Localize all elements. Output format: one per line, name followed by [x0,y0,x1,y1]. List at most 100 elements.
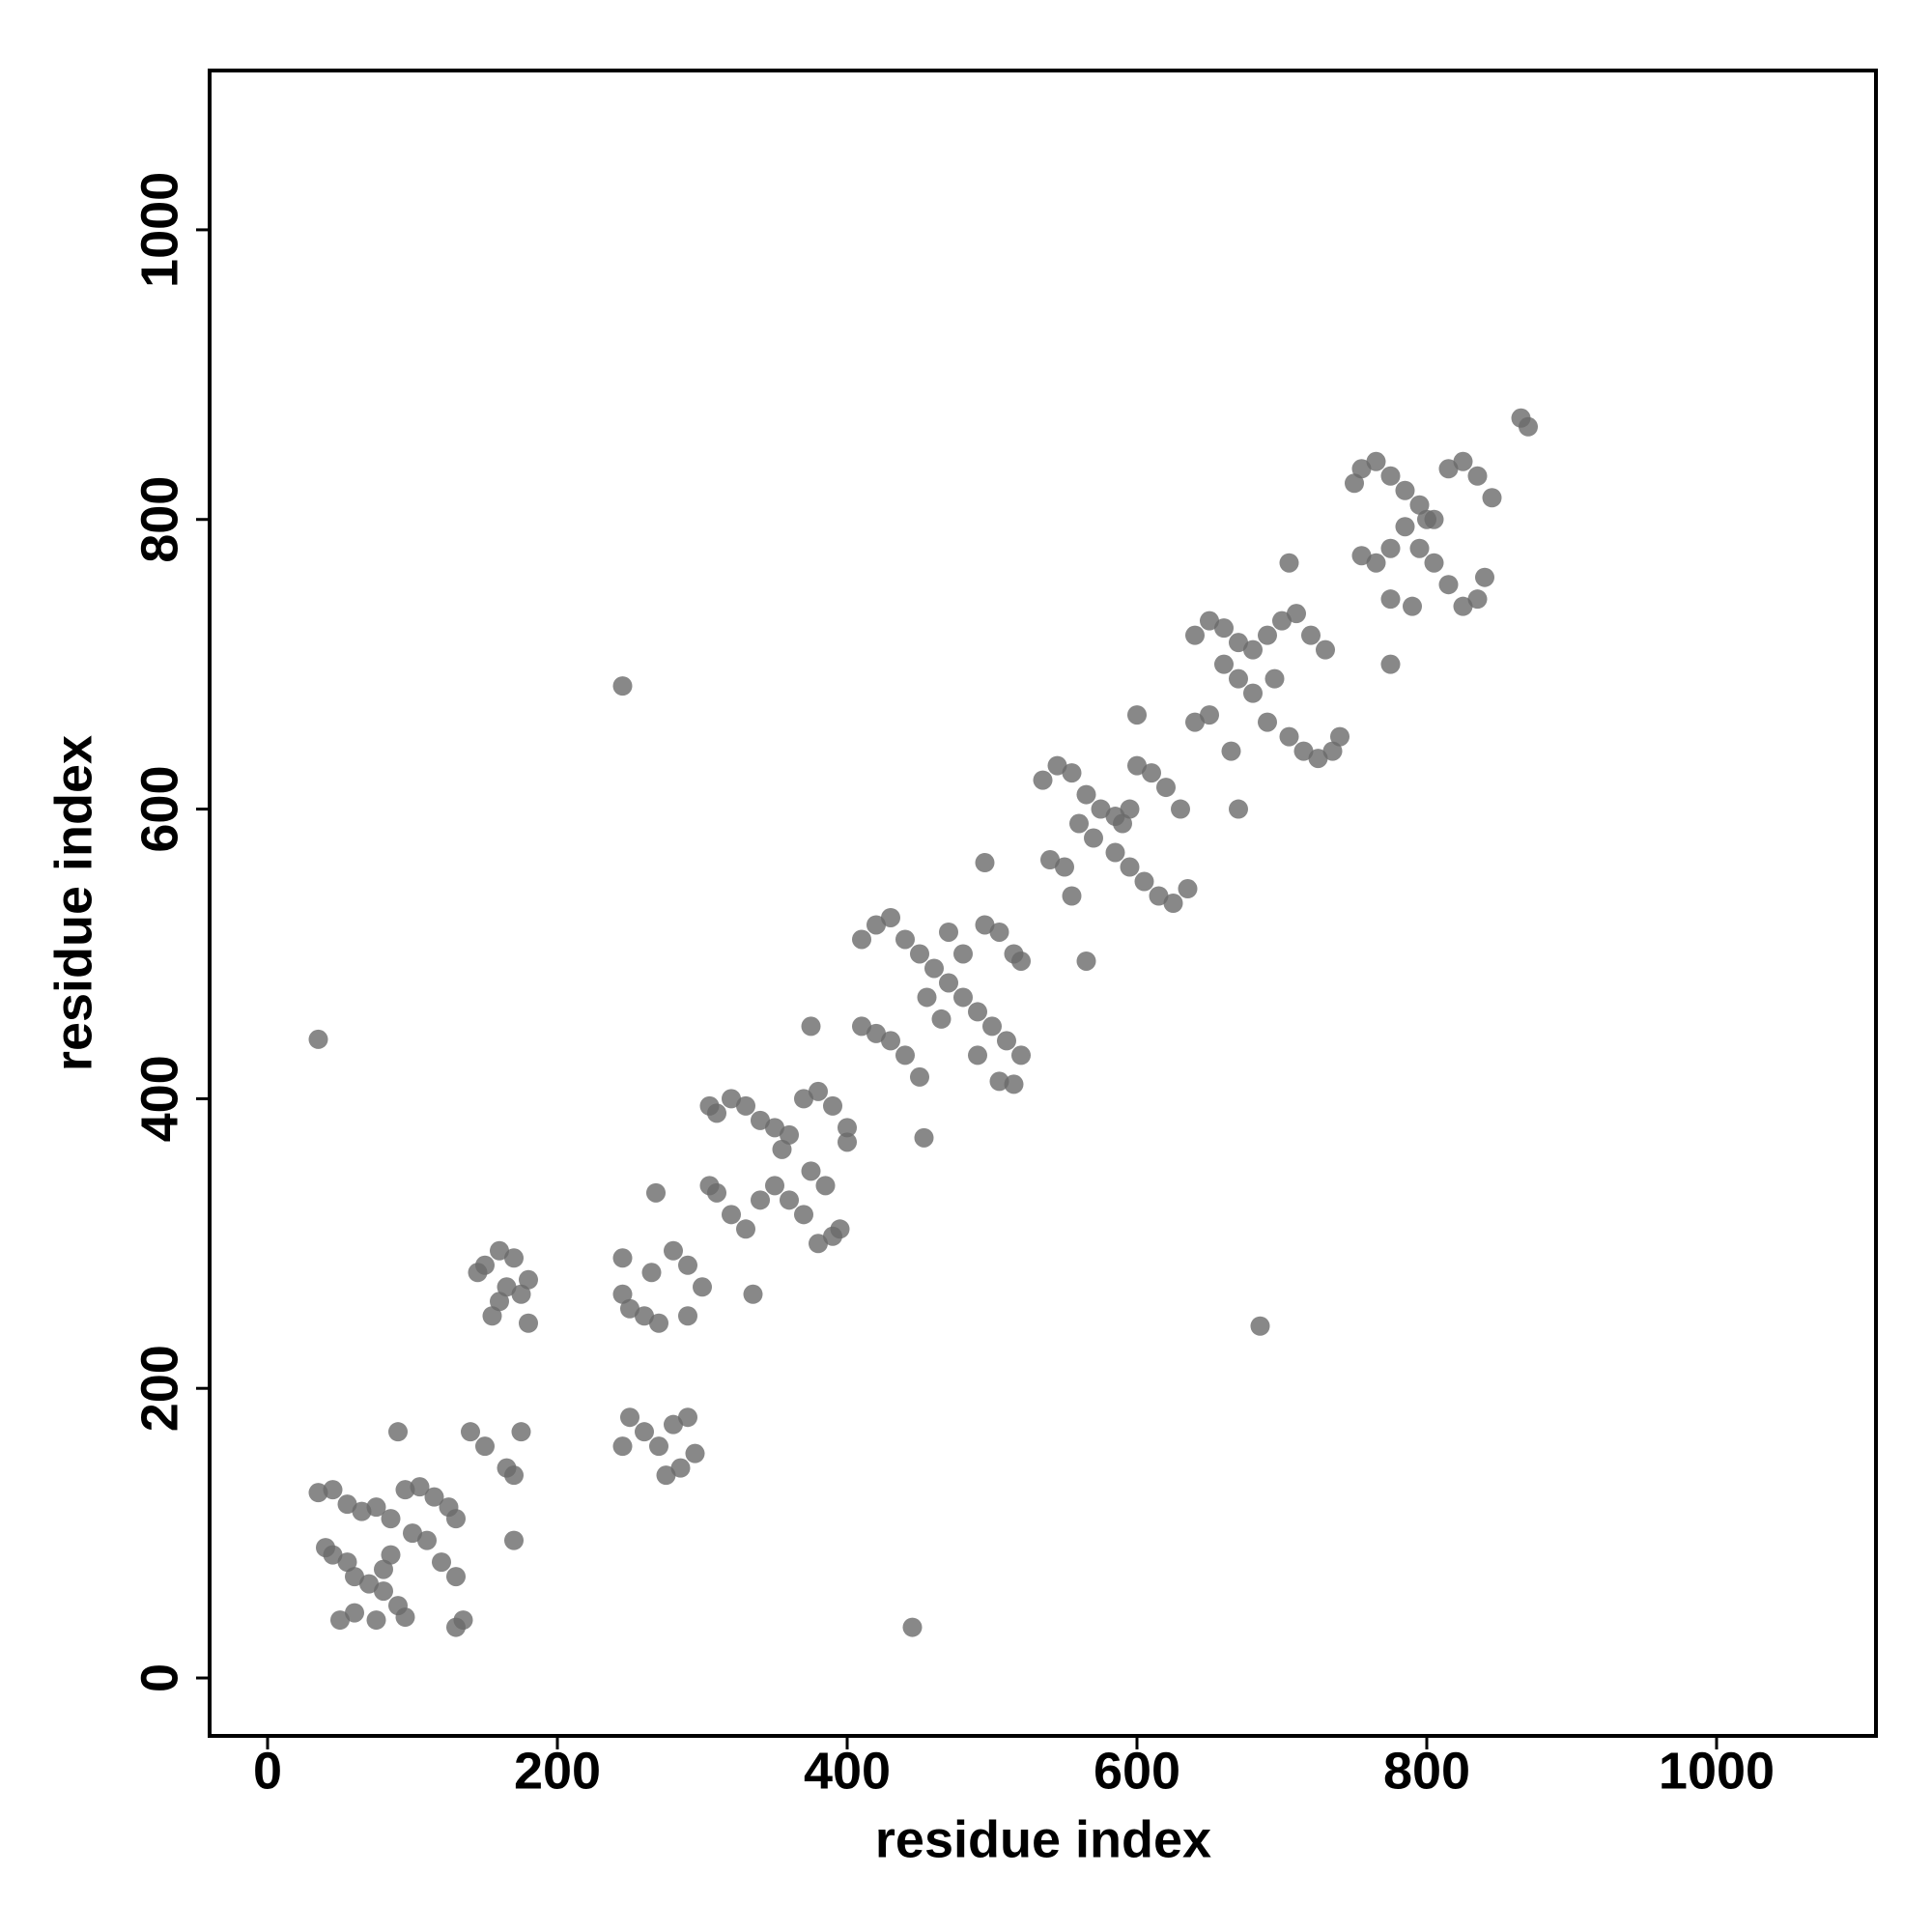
point [612,1436,633,1457]
point [519,1313,538,1333]
point [1120,799,1140,819]
point [1091,799,1111,819]
point [1084,828,1103,848]
point [997,1031,1016,1051]
point [989,1071,1009,1092]
point [504,1248,524,1268]
point [1482,488,1502,508]
point [1011,1045,1031,1065]
point [914,1127,934,1148]
point [366,1610,386,1631]
point [1272,611,1292,631]
point [1142,763,1161,783]
point [1438,575,1459,595]
point [337,1552,357,1573]
point [641,1263,662,1283]
point [975,915,995,935]
point [359,1574,379,1594]
point [1113,813,1132,834]
point [780,1190,799,1210]
point [1366,553,1386,573]
point [975,853,995,873]
point [1380,466,1401,486]
point [1308,749,1328,769]
point [1409,495,1430,515]
x-tick-label: 1000 [1659,1742,1775,1800]
point [395,1480,415,1500]
point [1417,509,1436,529]
point [736,1095,755,1116]
point [982,1016,1002,1037]
point [1185,625,1205,645]
point [902,1617,923,1637]
point [1185,712,1205,732]
point [881,907,900,927]
point [1322,741,1343,761]
point [1467,466,1488,486]
point [656,1465,676,1486]
point [1366,451,1386,471]
point [1258,625,1277,645]
point [1127,705,1147,725]
point [1380,654,1401,674]
point [924,958,944,979]
point [670,1458,691,1478]
point [635,1422,654,1442]
point [1453,596,1473,616]
point [366,1497,386,1518]
point [612,676,633,696]
point [707,1103,726,1123]
point [968,1045,987,1065]
point [968,1002,987,1022]
point [765,1176,784,1196]
point [1519,416,1538,437]
point [664,1240,683,1261]
point [1279,726,1299,747]
point [678,1407,697,1428]
point [1178,879,1198,899]
point [1076,784,1096,805]
point [1279,553,1299,573]
point [482,1306,502,1326]
y-axis-title: residue index [44,735,102,1071]
point [939,922,958,942]
point [1076,951,1096,971]
point [1301,625,1321,645]
point [1380,589,1401,610]
point [403,1523,422,1544]
point [1105,842,1125,863]
point [751,1110,770,1130]
point [519,1269,538,1290]
x-tick-label: 800 [1383,1742,1470,1800]
point [432,1552,451,1573]
point [1200,705,1219,725]
point [620,1407,639,1428]
point [381,1509,401,1529]
point [809,1234,828,1254]
point [330,1610,350,1631]
point [685,1443,705,1463]
point [490,1292,509,1312]
point [1380,538,1401,558]
point [809,1081,828,1101]
point [475,1436,495,1457]
x-tick-label: 400 [804,1742,891,1800]
point [1395,480,1415,500]
point [1453,451,1473,471]
x-tick-label: 0 [253,1742,282,1800]
point [1214,618,1234,639]
point [374,1559,393,1579]
point [801,1161,821,1181]
point [468,1263,488,1283]
point [815,1176,836,1196]
point [1293,741,1314,761]
point [612,1284,633,1304]
point [736,1219,755,1239]
point [337,1494,357,1515]
point [895,929,915,950]
point [511,1284,531,1304]
point [801,1016,821,1037]
point [646,1182,666,1203]
point [308,1483,328,1503]
